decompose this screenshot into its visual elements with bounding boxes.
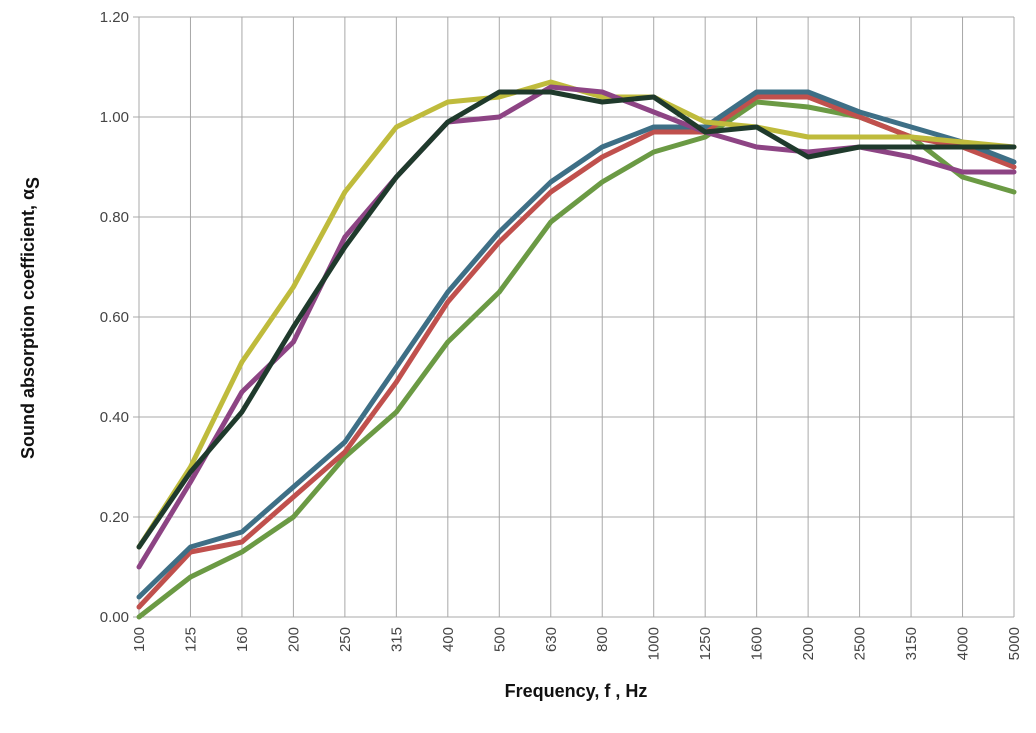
x-tick-label: 100 (131, 627, 148, 652)
y-axis-title-main: Sound absorption coefficient, α (18, 189, 38, 459)
series-lines (136, 79, 1017, 620)
y-tick-labels: 0.00 0.20 0.40 0.60 0.80 1.00 1.20 (100, 9, 129, 626)
x-tick-label: 200 (285, 627, 302, 652)
x-tick-label: 160 (234, 627, 251, 652)
y-tick-label: 1.00 (100, 109, 129, 126)
x-tick-label: 250 (337, 627, 354, 652)
y-tick-label: 0.80 (100, 209, 129, 226)
x-tick-label: 315 (388, 627, 405, 652)
x-tick-label: 5000 (1006, 627, 1023, 660)
series-line-1 (136, 99, 1017, 620)
series-line-3 (136, 89, 1017, 600)
y-axis-title: Sound absorption coefficient, αS (18, 177, 43, 459)
x-tick-label: 125 (182, 627, 199, 652)
y-tick-label: 1.20 (100, 9, 129, 26)
x-tick-labels: 100 125 160 200 250 315 400 500 630 800 1000 1250 16… (131, 627, 1023, 660)
y-tick-label: 0.40 (100, 409, 129, 426)
x-tick-label: 630 (543, 627, 560, 652)
x-tick-label: 2000 (800, 627, 817, 660)
y-tick-label: 0.60 (100, 309, 129, 326)
x-tick-label: 4000 (955, 627, 972, 660)
y-tick-label: 0.00 (100, 609, 129, 626)
series-line-5 (136, 84, 1017, 570)
x-tick-label: 400 (440, 627, 457, 652)
y-tick-label: 0.20 (100, 509, 129, 526)
x-tick-label: 1250 (697, 627, 714, 660)
x-tick-label: 1000 (646, 627, 663, 660)
horizontal-gridlines (133, 16, 1014, 618)
y-axis-title-subscript: S (23, 177, 43, 189)
series-line-6 (136, 89, 1017, 550)
x-tick-label: 2500 (852, 627, 869, 660)
series-line-2 (136, 94, 1017, 610)
x-tick-label: 1600 (749, 627, 766, 660)
x-axis-title: Frequency, f , Hz (505, 681, 648, 701)
x-tick-label: 500 (491, 627, 508, 652)
x-tick-label: 3150 (903, 627, 920, 660)
x-tick-label: 800 (594, 627, 611, 652)
